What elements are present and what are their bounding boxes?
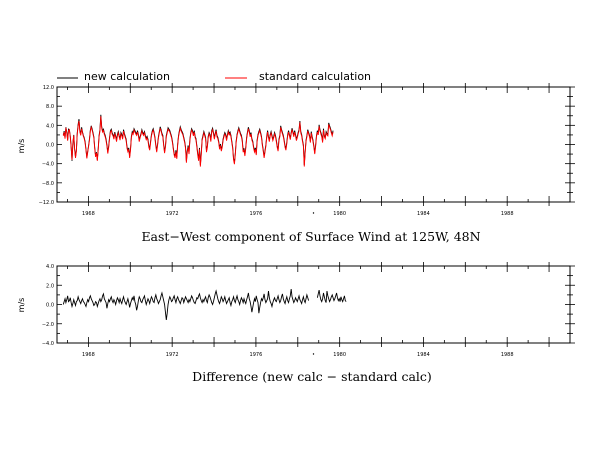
x-tick-label: 1972 bbox=[166, 211, 179, 217]
bottom-x-tick-labels: 1968 1972 1976 1980 1984 1988 bbox=[82, 352, 514, 358]
x-tick-label: 1968 bbox=[82, 352, 95, 358]
x-tick-label: 1972 bbox=[166, 352, 179, 358]
x-tick-label: 1984 bbox=[417, 352, 430, 358]
bottom-y-axis-label: m/s bbox=[17, 298, 26, 313]
x-tick-label: 1968 bbox=[82, 211, 95, 217]
top-plot-frame bbox=[56, 86, 571, 203]
top-panel: 12.08.04.00.0−4.0−8.0−12.0 1968 1972 1976 1… bbox=[17, 83, 575, 244]
x-tick-label: 1988 bbox=[501, 211, 514, 217]
legend-label-new: new calculation bbox=[84, 70, 170, 83]
axis-dot-marker bbox=[312, 353, 315, 355]
y-tick-label: 2.0 bbox=[46, 283, 54, 289]
bottom-y-tick-labels: 4.0 2.0 0.0 −2.0 −4.0 bbox=[42, 264, 54, 347]
x-tick-label: 1980 bbox=[333, 211, 346, 217]
top-y-axis-label: m/s bbox=[17, 139, 26, 154]
x-tick-label: 1976 bbox=[250, 352, 263, 358]
axis-dot-marker bbox=[312, 212, 315, 214]
top-x-tick-labels: 1968 1972 1976 1980 1984 1988 bbox=[82, 211, 514, 217]
y-tick-label: 0.0 bbox=[46, 143, 54, 149]
series-line-standard-calculation bbox=[62, 116, 334, 167]
y-tick-label: 4.0 bbox=[46, 264, 54, 270]
y-tick-label: 0.0 bbox=[46, 303, 54, 309]
legend-label-standard: standard calculation bbox=[259, 70, 371, 83]
y-tick-label: 4.0 bbox=[46, 123, 54, 129]
x-tick-label: 1988 bbox=[501, 352, 514, 358]
y-tick-label: −4.0 bbox=[42, 162, 54, 168]
y-tick-label: −4.0 bbox=[42, 341, 54, 347]
x-tick-label: 1984 bbox=[417, 211, 430, 217]
x-tick-label: 1976 bbox=[250, 211, 263, 217]
y-tick-label: −12.0 bbox=[39, 200, 54, 206]
x-tick-label: 1980 bbox=[333, 352, 346, 358]
y-tick-label: 8.0 bbox=[46, 104, 54, 110]
series-line-difference bbox=[62, 289, 347, 320]
top-y-tick-labels: 12.0 8.0 4.0 0.0 −4.0 −8.0 −12.0 bbox=[39, 85, 54, 206]
bottom-panel: 4.02.00.0−2.0−4.0 1968 1972 1976 1980 1984 19… bbox=[17, 262, 575, 384]
bottom-axis-ticks bbox=[57, 262, 575, 347]
bottom-chart-title: Difference (new calc − standard calc) bbox=[192, 369, 432, 384]
y-tick-label: −8.0 bbox=[42, 181, 54, 187]
y-tick-label: 12.0 bbox=[43, 85, 54, 91]
top-chart-title: East−West component of Surface Wind at 1… bbox=[141, 229, 480, 244]
y-tick-label: −2.0 bbox=[42, 322, 54, 328]
bottom-plot-frame bbox=[56, 265, 571, 344]
legend: new calculation standard calculation bbox=[57, 70, 371, 83]
